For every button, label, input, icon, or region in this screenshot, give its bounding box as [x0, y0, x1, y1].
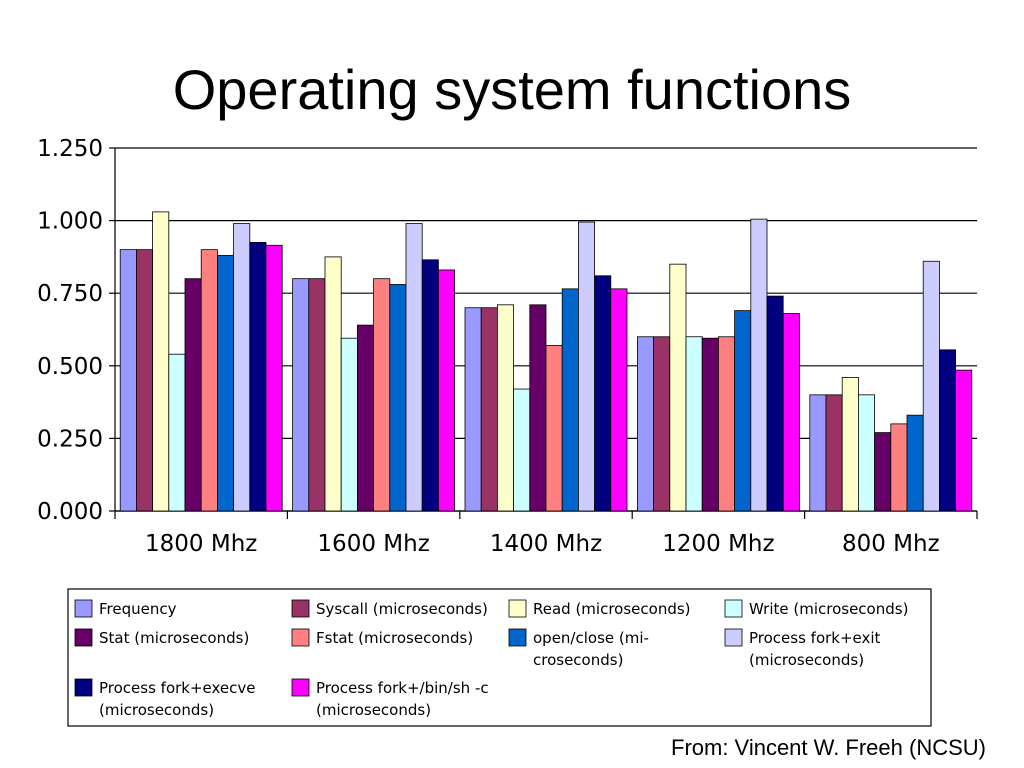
x-tick-label: 1800 Mhz: [145, 531, 257, 557]
bar: [858, 394, 876, 512]
bar: [373, 278, 391, 512]
legend-swatch: [291, 678, 310, 697]
bar: [906, 414, 924, 512]
bar: [637, 336, 655, 512]
bar: [653, 336, 671, 512]
source-citation: From: Vincent W. Freeh (NCSU): [671, 735, 986, 760]
y-tick-label: 0.250: [37, 426, 103, 452]
bar: [955, 369, 973, 512]
bar: [308, 278, 326, 512]
bar: [766, 295, 784, 512]
legend-label: open/close (mi-croseconds): [533, 629, 649, 669]
bar: [685, 336, 703, 512]
legend-swatch: [724, 599, 743, 618]
bar: [265, 244, 283, 512]
bar: [841, 377, 859, 512]
bar: [249, 241, 267, 512]
bar: [389, 284, 407, 512]
x-tick-label: 1200 Mhz: [662, 531, 774, 557]
bar: [464, 307, 482, 512]
bar: [356, 324, 374, 512]
bar: [513, 388, 531, 512]
legend-label: Write (microseconds): [749, 600, 908, 618]
legend-swatch: [74, 678, 93, 697]
bar: [545, 345, 563, 512]
legend-swatch: [508, 599, 527, 618]
x-tick-label: 1400 Mhz: [490, 531, 602, 557]
legend-label: Frequency: [99, 600, 177, 618]
bar: [782, 313, 800, 512]
bar: [152, 211, 170, 512]
legend-swatch: [508, 628, 527, 647]
legend-label: Process fork+exit (microseconds): [749, 629, 881, 669]
bar: [324, 256, 342, 512]
bar: [168, 353, 186, 512]
bar: [405, 223, 423, 512]
slide-title: Operating system functions: [172, 58, 852, 121]
y-tick-label: 1.250: [37, 136, 103, 162]
legend-label: Process fork+/bin/sh -c (microseconds): [316, 679, 489, 719]
legend-box: [67, 588, 932, 727]
bar: [939, 349, 957, 512]
bar: [874, 432, 892, 512]
legend-label: Syscall (microseconds): [316, 600, 488, 618]
bar: [594, 275, 612, 512]
y-tick-label: 1.000: [37, 209, 103, 235]
bar: [610, 288, 628, 512]
bar: [750, 218, 768, 512]
y-tick-label: 0.000: [37, 499, 103, 525]
x-tick-label: 1600 Mhz: [317, 531, 429, 557]
bar: [135, 249, 153, 512]
bar: [734, 310, 752, 512]
bar: [809, 394, 827, 512]
bar: [922, 260, 940, 512]
bar: [437, 269, 455, 512]
bar: [496, 304, 514, 512]
x-tick-label: 800 Mhz: [842, 531, 940, 557]
legend-label: Read (microseconds): [533, 600, 691, 618]
bar: [480, 307, 498, 512]
y-tick-label: 0.750: [37, 281, 103, 307]
bar: [119, 249, 137, 512]
legend-label: Process fork+execve (microseconds): [99, 679, 256, 719]
legend-label: Fstat (microseconds): [316, 629, 473, 647]
legend-swatch: [724, 628, 743, 647]
y-tick-label: 0.500: [37, 354, 103, 380]
legend-swatch: [291, 628, 310, 647]
bar: [184, 278, 202, 512]
bar: [233, 223, 251, 512]
bar: [669, 263, 687, 512]
bar: [718, 336, 736, 512]
bar: [890, 423, 908, 512]
bar: [292, 278, 310, 512]
legend-swatch: [74, 628, 93, 647]
bar: [701, 337, 719, 512]
legend-swatch: [74, 599, 93, 618]
bar: [529, 304, 547, 512]
bar: [200, 249, 218, 512]
bar: [578, 221, 596, 512]
bar: [561, 288, 579, 512]
bar: [216, 255, 234, 512]
bar: [825, 394, 843, 512]
legend-swatch: [291, 599, 310, 618]
bar: [421, 259, 439, 512]
bar: [340, 337, 358, 512]
legend-label: Stat (microseconds): [99, 629, 249, 647]
